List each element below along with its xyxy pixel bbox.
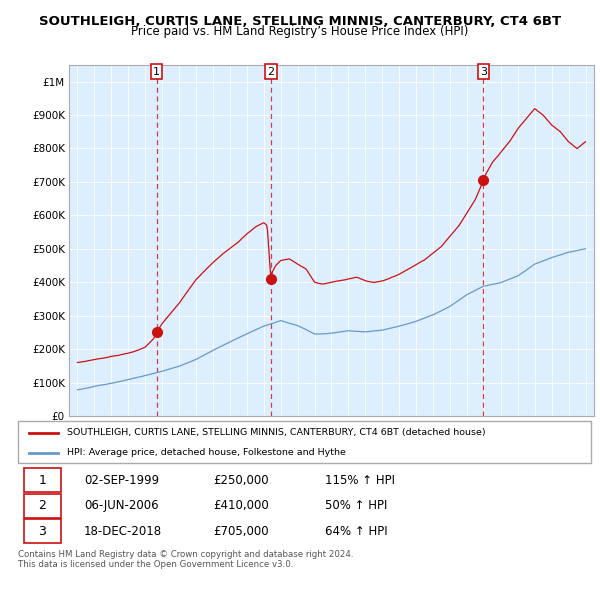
Text: £410,000: £410,000 xyxy=(213,499,269,513)
Text: 2: 2 xyxy=(268,67,274,77)
Text: 1: 1 xyxy=(38,474,46,487)
Text: 3: 3 xyxy=(480,67,487,77)
Text: £250,000: £250,000 xyxy=(213,474,268,487)
Text: 115% ↑ HPI: 115% ↑ HPI xyxy=(325,474,395,487)
Text: 50% ↑ HPI: 50% ↑ HPI xyxy=(325,499,387,513)
Text: SOUTHLEIGH, CURTIS LANE, STELLING MINNIS, CANTERBURY, CT4 6BT: SOUTHLEIGH, CURTIS LANE, STELLING MINNIS… xyxy=(39,15,561,28)
Text: £705,000: £705,000 xyxy=(213,525,268,538)
Text: 1: 1 xyxy=(153,67,160,77)
Text: Price paid vs. HM Land Registry’s House Price Index (HPI): Price paid vs. HM Land Registry’s House … xyxy=(131,25,469,38)
Text: 02-SEP-1999: 02-SEP-1999 xyxy=(84,474,159,487)
Text: 2: 2 xyxy=(38,499,46,513)
Text: 64% ↑ HPI: 64% ↑ HPI xyxy=(325,525,387,538)
Text: 18-DEC-2018: 18-DEC-2018 xyxy=(84,525,162,538)
FancyBboxPatch shape xyxy=(24,494,61,518)
Text: Contains HM Land Registry data © Crown copyright and database right 2024.
This d: Contains HM Land Registry data © Crown c… xyxy=(18,550,353,569)
FancyBboxPatch shape xyxy=(24,519,61,543)
Text: 3: 3 xyxy=(38,525,46,538)
Text: HPI: Average price, detached house, Folkestone and Hythe: HPI: Average price, detached house, Folk… xyxy=(67,448,346,457)
Text: SOUTHLEIGH, CURTIS LANE, STELLING MINNIS, CANTERBURY, CT4 6BT (detached house): SOUTHLEIGH, CURTIS LANE, STELLING MINNIS… xyxy=(67,428,485,437)
FancyBboxPatch shape xyxy=(24,468,61,493)
Text: 06-JUN-2006: 06-JUN-2006 xyxy=(84,499,158,513)
